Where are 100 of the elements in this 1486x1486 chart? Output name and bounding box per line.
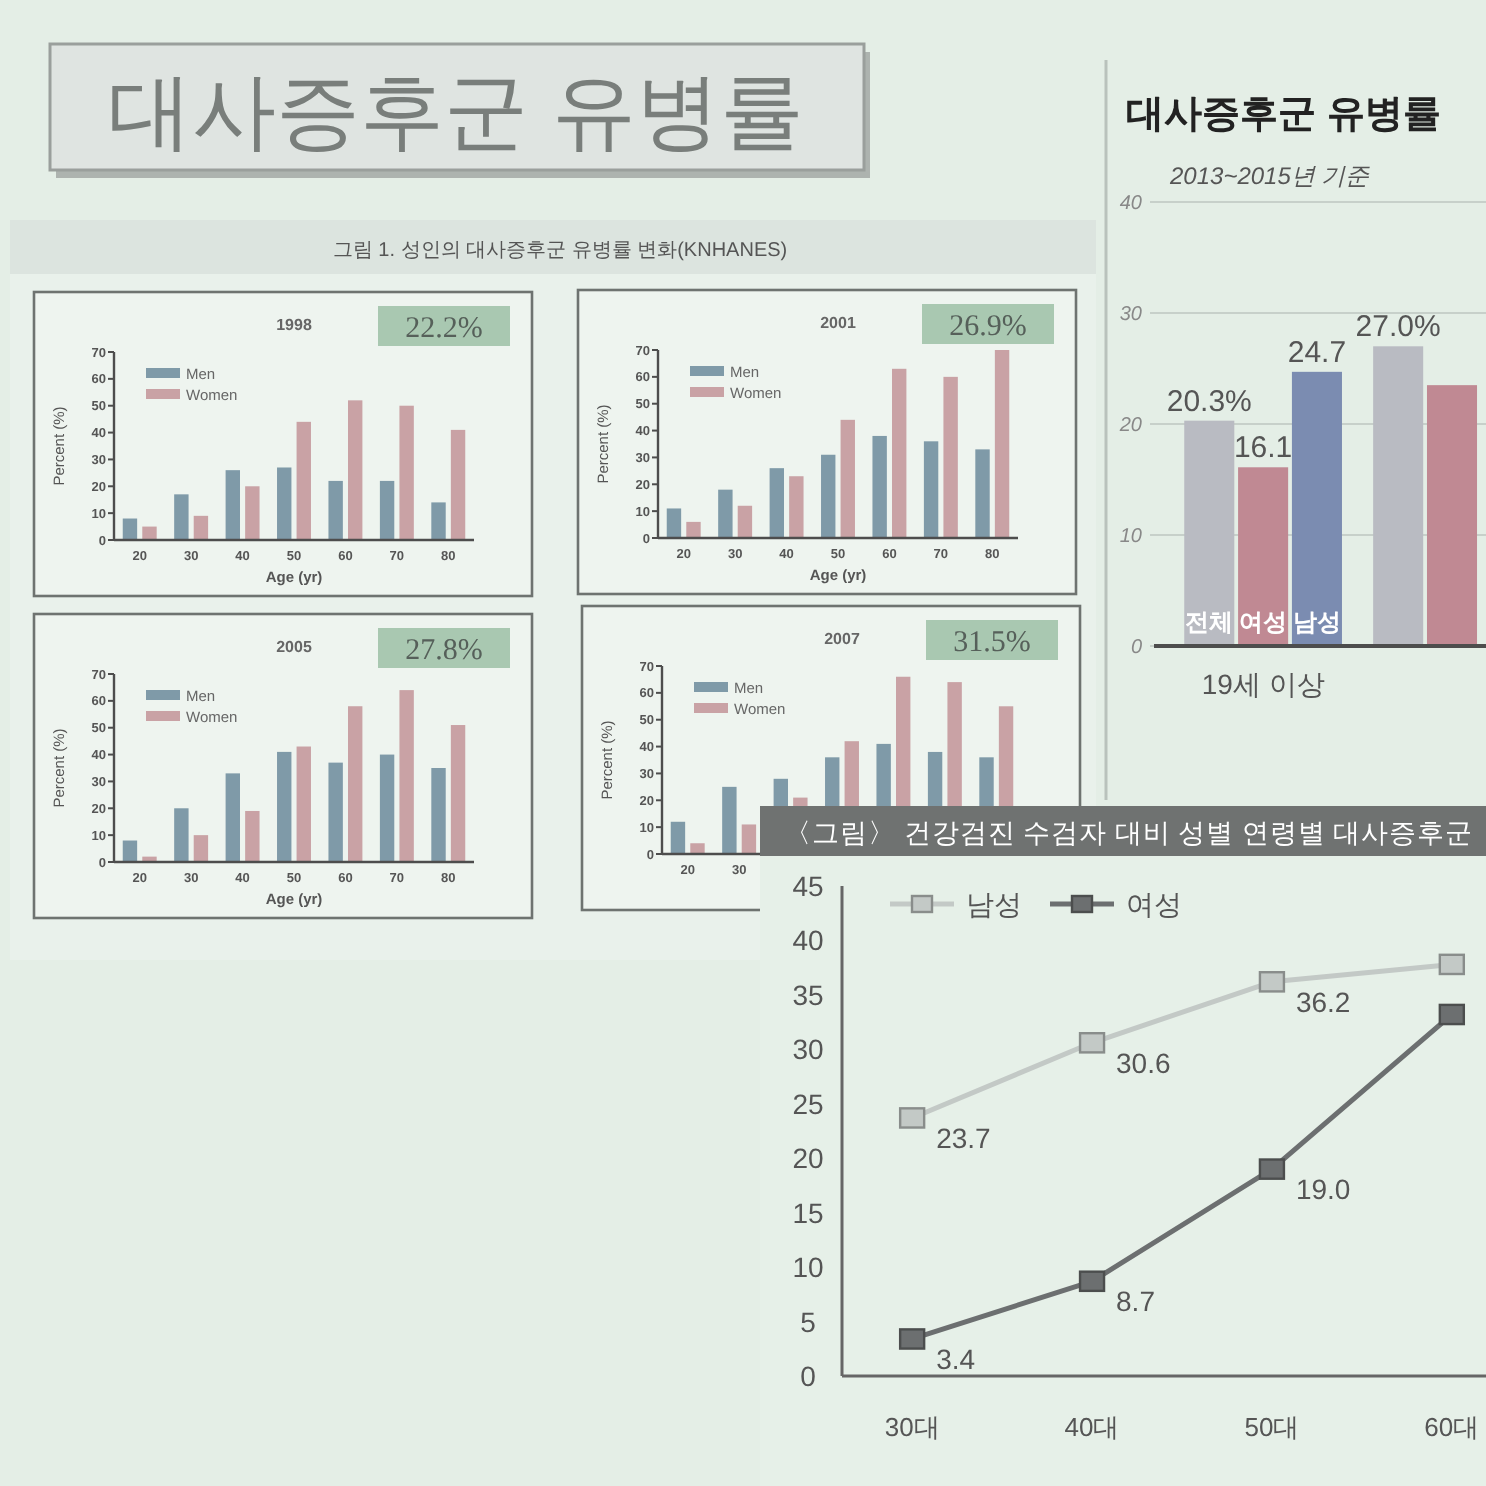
text: 26.9% [949, 311, 1027, 343]
bar [975, 449, 990, 538]
bar [892, 368, 907, 538]
bar [737, 505, 753, 538]
bar [1291, 371, 1342, 646]
y-tick-label: 15 [792, 1196, 824, 1229]
text: 31.5% [953, 627, 1031, 659]
bar [348, 706, 363, 862]
bar [1238, 467, 1289, 646]
bar [348, 400, 363, 540]
point [898, 1107, 926, 1129]
bar [1184, 420, 1235, 646]
bar [122, 840, 138, 862]
x-tick-label: 50대 [1244, 1412, 1300, 1442]
bar [450, 725, 466, 862]
bar [1426, 385, 1478, 646]
bar [142, 526, 157, 540]
legend-label: 여성 [1126, 888, 1182, 920]
y-tick-label: 40 [1119, 193, 1143, 215]
point [1438, 1003, 1466, 1026]
data-label: 8.7 [1116, 1285, 1156, 1318]
chart-title: 2007 [824, 630, 861, 648]
bar [690, 843, 705, 854]
bar [225, 773, 240, 862]
chart-title: 〈그림〉 건강검진 수검자 대비 성별 연령별 대사증후군 [784, 818, 1474, 848]
legend-label: 남성 [966, 888, 1022, 920]
y-tick-label: 0 [800, 1360, 817, 1392]
text: 27.8% [405, 635, 483, 667]
bar [1373, 346, 1424, 646]
y-tick-label: 5 [800, 1305, 817, 1338]
bar [722, 786, 737, 854]
y-tick-label: 0 [1130, 637, 1143, 659]
chart-subtitle: 2013~2015년 기준 [1168, 162, 1372, 190]
bar [821, 454, 836, 538]
y-tick-label: 30 [792, 1033, 824, 1066]
x-tick-label: 40대 [1064, 1412, 1120, 1442]
data-label: 23.7 [936, 1121, 992, 1154]
bar [328, 762, 343, 862]
data-label: 16.1 [1233, 431, 1293, 466]
bar [872, 435, 887, 538]
text: 22.2% [405, 313, 483, 345]
bar [450, 429, 466, 540]
bar [225, 470, 240, 540]
bar [277, 751, 292, 862]
point [1078, 1032, 1106, 1054]
y-tick-label: 20 [1117, 415, 1143, 437]
y-tick-label: 10 [792, 1251, 824, 1284]
y-tick-label: 45 [792, 870, 824, 902]
bar [174, 494, 189, 540]
bar [296, 746, 311, 862]
bar [379, 480, 395, 540]
point [1258, 1158, 1286, 1180]
data-label: 30.6 [1116, 1046, 1171, 1079]
point [1438, 953, 1466, 976]
bar [741, 824, 757, 854]
chart-title: 2005 [276, 638, 313, 656]
y-tick-label: 25 [792, 1087, 824, 1120]
bar [769, 468, 784, 538]
data-label: 3.4 [936, 1342, 976, 1375]
x-tick-label: 19세 이상 [1201, 668, 1325, 700]
bar [718, 489, 733, 538]
bar [245, 486, 260, 540]
bar [277, 467, 292, 540]
data-label: 24.7 [1287, 335, 1347, 370]
bar [193, 515, 209, 540]
bar [379, 754, 395, 862]
data-label: 27.0% [1355, 310, 1441, 345]
chart-title: 대사증후군 유병률 [1126, 94, 1441, 136]
series-label: 전체 [1185, 608, 1234, 636]
point [1078, 1270, 1106, 1293]
bar [431, 768, 446, 862]
y-tick-label: 35 [792, 978, 824, 1011]
data-label: 36.2 [1295, 985, 1351, 1018]
bar [399, 405, 414, 540]
y-tick-label: 40 [792, 924, 824, 957]
bar [840, 419, 855, 538]
bar [666, 508, 682, 538]
chart-title: 2001 [820, 314, 857, 332]
bar [943, 376, 958, 538]
bar [193, 835, 209, 862]
bar [328, 480, 343, 540]
bar [923, 441, 939, 538]
chart-title: 1998 [276, 316, 313, 334]
bar [122, 518, 138, 540]
bar [174, 808, 189, 862]
bar [431, 502, 446, 540]
point [898, 1328, 926, 1350]
data-label: 19.0 [1295, 1173, 1351, 1206]
bar [686, 521, 701, 538]
bar [296, 421, 311, 540]
bar [670, 821, 686, 854]
y-tick-label: 10 [1119, 526, 1143, 548]
caption: 그림 1. 성인의 대사증후군 유병률 변화(KNHANES) [332, 240, 788, 262]
bar [994, 350, 1010, 538]
data-label: 20.3% [1166, 384, 1252, 419]
series-label: 여성 [1239, 608, 1288, 636]
point [1258, 971, 1286, 993]
bar [789, 476, 804, 538]
x-tick-label: 30대 [884, 1412, 940, 1442]
text: 대사증후군 유병률 [108, 64, 804, 158]
